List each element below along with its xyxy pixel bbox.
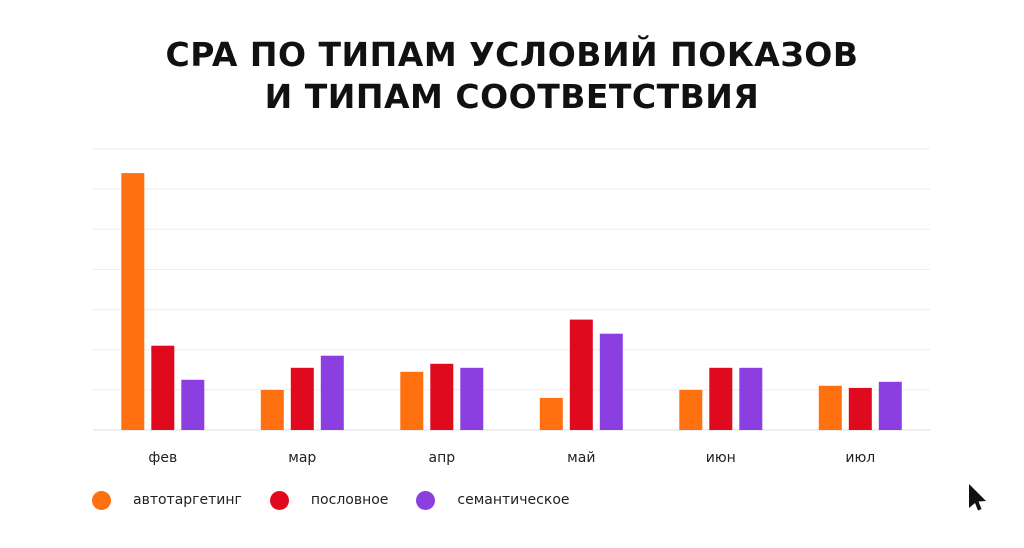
x-axis-labels: фев мар апр май июн июл (148, 450, 875, 466)
bar-июн-2 (709, 367, 733, 430)
bar-май-3 (599, 333, 623, 430)
x-tick-label-фев: фев (148, 450, 177, 466)
chart-title-line-1: CPA ПО ТИПАМ УСЛОВИЙ ПОКАЗОВ (165, 35, 859, 74)
cursor-arrow-logo-icon (969, 484, 986, 511)
chart-title: CPA ПО ТИПАМ УСЛОВИЙ ПОКАЗОВ И ТИПАМ СОО… (0, 34, 1024, 118)
bar-июн-1 (679, 389, 703, 430)
bars (121, 173, 902, 430)
bar-июл-1 (818, 385, 842, 430)
legend-item-semantic: семантическое (416, 490, 570, 510)
legend-marker-semantic (416, 490, 436, 510)
x-tick-label-июл: июл (845, 450, 875, 466)
bar-апр-1 (400, 371, 424, 430)
bar-апр-2 (430, 363, 454, 430)
bar-мар-2 (290, 367, 314, 430)
bar-мар-3 (320, 355, 344, 430)
bar-май-1 (539, 397, 563, 430)
legend-item-autotargeting: автотаргетинг (92, 490, 242, 510)
legend-label-semantic: семантическое (457, 492, 570, 508)
x-tick-label-май: май (567, 450, 595, 466)
bar-фев-1 (121, 173, 145, 430)
legend: автотаргетинг пословное семантическое (92, 488, 598, 512)
bar-июл-3 (878, 381, 902, 430)
chart-title-line-2: И ТИПАМ СООТВЕТСТВИЯ (264, 77, 760, 116)
legend-marker-autotargeting (92, 490, 111, 510)
bar-фев-3 (181, 379, 205, 430)
x-tick-label-мар: мар (288, 450, 316, 466)
x-tick-label-июн: июн (706, 450, 736, 466)
legend-label-phrase: пословное (310, 492, 389, 508)
bar-апр-3 (460, 367, 484, 430)
bar-июн-3 (739, 367, 763, 430)
legend-item-phrase: пословное (269, 490, 389, 510)
legend-label-autotargeting: автотаргетинг (133, 492, 242, 508)
legend-marker-phrase (269, 490, 289, 510)
bar-мар-1 (260, 389, 284, 430)
bar-май-2 (569, 319, 593, 430)
bar-июл-2 (848, 387, 872, 430)
x-tick-label-апр: апр (428, 450, 455, 466)
grid-lines (93, 148, 930, 431)
bar-фев-2 (151, 345, 175, 430)
